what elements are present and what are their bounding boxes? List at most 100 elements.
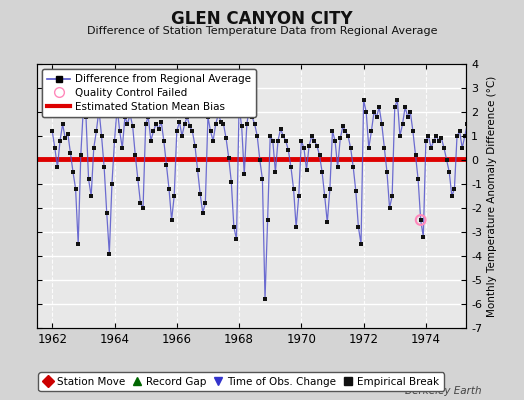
Point: [440, 145, 448, 151]
Point: [66, 150, 74, 156]
Point: [123, 121, 132, 127]
Point: [63, 130, 72, 137]
Point: [482, 181, 490, 187]
Point: [518, 128, 524, 134]
Point: [417, 217, 425, 223]
Point: [113, 104, 122, 110]
Point: [232, 236, 241, 242]
Point: [61, 135, 69, 142]
Point: [523, 128, 524, 134]
Point: [165, 186, 173, 192]
Point: [409, 128, 417, 134]
Point: [463, 121, 472, 127]
Point: [224, 154, 233, 161]
Point: [313, 142, 321, 149]
Point: [512, 133, 521, 139]
Point: [235, 104, 243, 110]
Point: [422, 138, 430, 144]
Point: [390, 104, 399, 110]
Point: [380, 145, 389, 151]
Legend: Difference from Regional Average, Quality Control Failed, Estimated Station Mean: Difference from Regional Average, Qualit…: [42, 69, 256, 117]
Point: [82, 114, 90, 120]
Point: [468, 123, 477, 130]
Point: [175, 118, 183, 125]
Point: [336, 135, 344, 142]
Point: [271, 169, 280, 175]
Text: Berkeley Earth: Berkeley Earth: [406, 386, 482, 396]
Point: [97, 133, 106, 139]
Point: [331, 138, 339, 144]
Point: [155, 126, 163, 132]
Point: [362, 109, 370, 115]
Point: [403, 114, 412, 120]
Point: [499, 121, 508, 127]
Point: [139, 205, 147, 211]
Point: [284, 147, 292, 154]
Point: [134, 176, 142, 182]
Point: [411, 152, 420, 158]
Point: [417, 217, 425, 223]
Point: [401, 104, 409, 110]
Point: [297, 138, 305, 144]
Point: [430, 138, 438, 144]
Point: [141, 121, 150, 127]
Point: [53, 164, 62, 170]
Point: [253, 133, 261, 139]
Point: [59, 121, 67, 127]
Point: [388, 193, 396, 199]
Point: [487, 114, 495, 120]
Point: [178, 133, 186, 139]
Point: [450, 186, 458, 192]
Point: [201, 200, 210, 206]
Point: [144, 114, 152, 120]
Point: [505, 152, 513, 158]
Point: [484, 121, 493, 127]
Point: [115, 128, 124, 134]
Point: [167, 217, 176, 223]
Point: [365, 145, 373, 151]
Point: [318, 169, 326, 175]
Point: [370, 109, 378, 115]
Point: [74, 241, 82, 247]
Point: [206, 128, 215, 134]
Point: [95, 106, 103, 113]
Point: [172, 128, 181, 134]
Point: [375, 104, 384, 110]
Point: [209, 138, 217, 144]
Point: [302, 166, 311, 173]
Point: [289, 186, 298, 192]
Point: [276, 126, 285, 132]
Point: [323, 219, 332, 226]
Point: [103, 210, 111, 216]
Point: [147, 138, 155, 144]
Point: [227, 178, 235, 185]
Point: [180, 121, 189, 127]
Point: [373, 114, 381, 120]
Point: [264, 217, 272, 223]
Y-axis label: Monthly Temperature Anomaly Difference (°C): Monthly Temperature Anomaly Difference (…: [486, 75, 497, 317]
Point: [193, 166, 202, 173]
Point: [502, 133, 510, 139]
Point: [279, 133, 287, 139]
Point: [214, 111, 223, 118]
Point: [455, 128, 464, 134]
Point: [245, 104, 254, 110]
Point: [188, 128, 196, 134]
Point: [258, 176, 267, 182]
Point: [266, 133, 275, 139]
Point: [315, 152, 324, 158]
Point: [191, 142, 199, 149]
Point: [497, 121, 505, 127]
Point: [447, 193, 456, 199]
Point: [435, 138, 443, 144]
Point: [357, 241, 365, 247]
Point: [471, 138, 479, 144]
Point: [507, 138, 516, 144]
Point: [489, 128, 497, 134]
Point: [349, 164, 357, 170]
Point: [378, 121, 386, 127]
Point: [326, 186, 334, 192]
Point: [108, 181, 116, 187]
Point: [240, 171, 248, 178]
Point: [92, 128, 101, 134]
